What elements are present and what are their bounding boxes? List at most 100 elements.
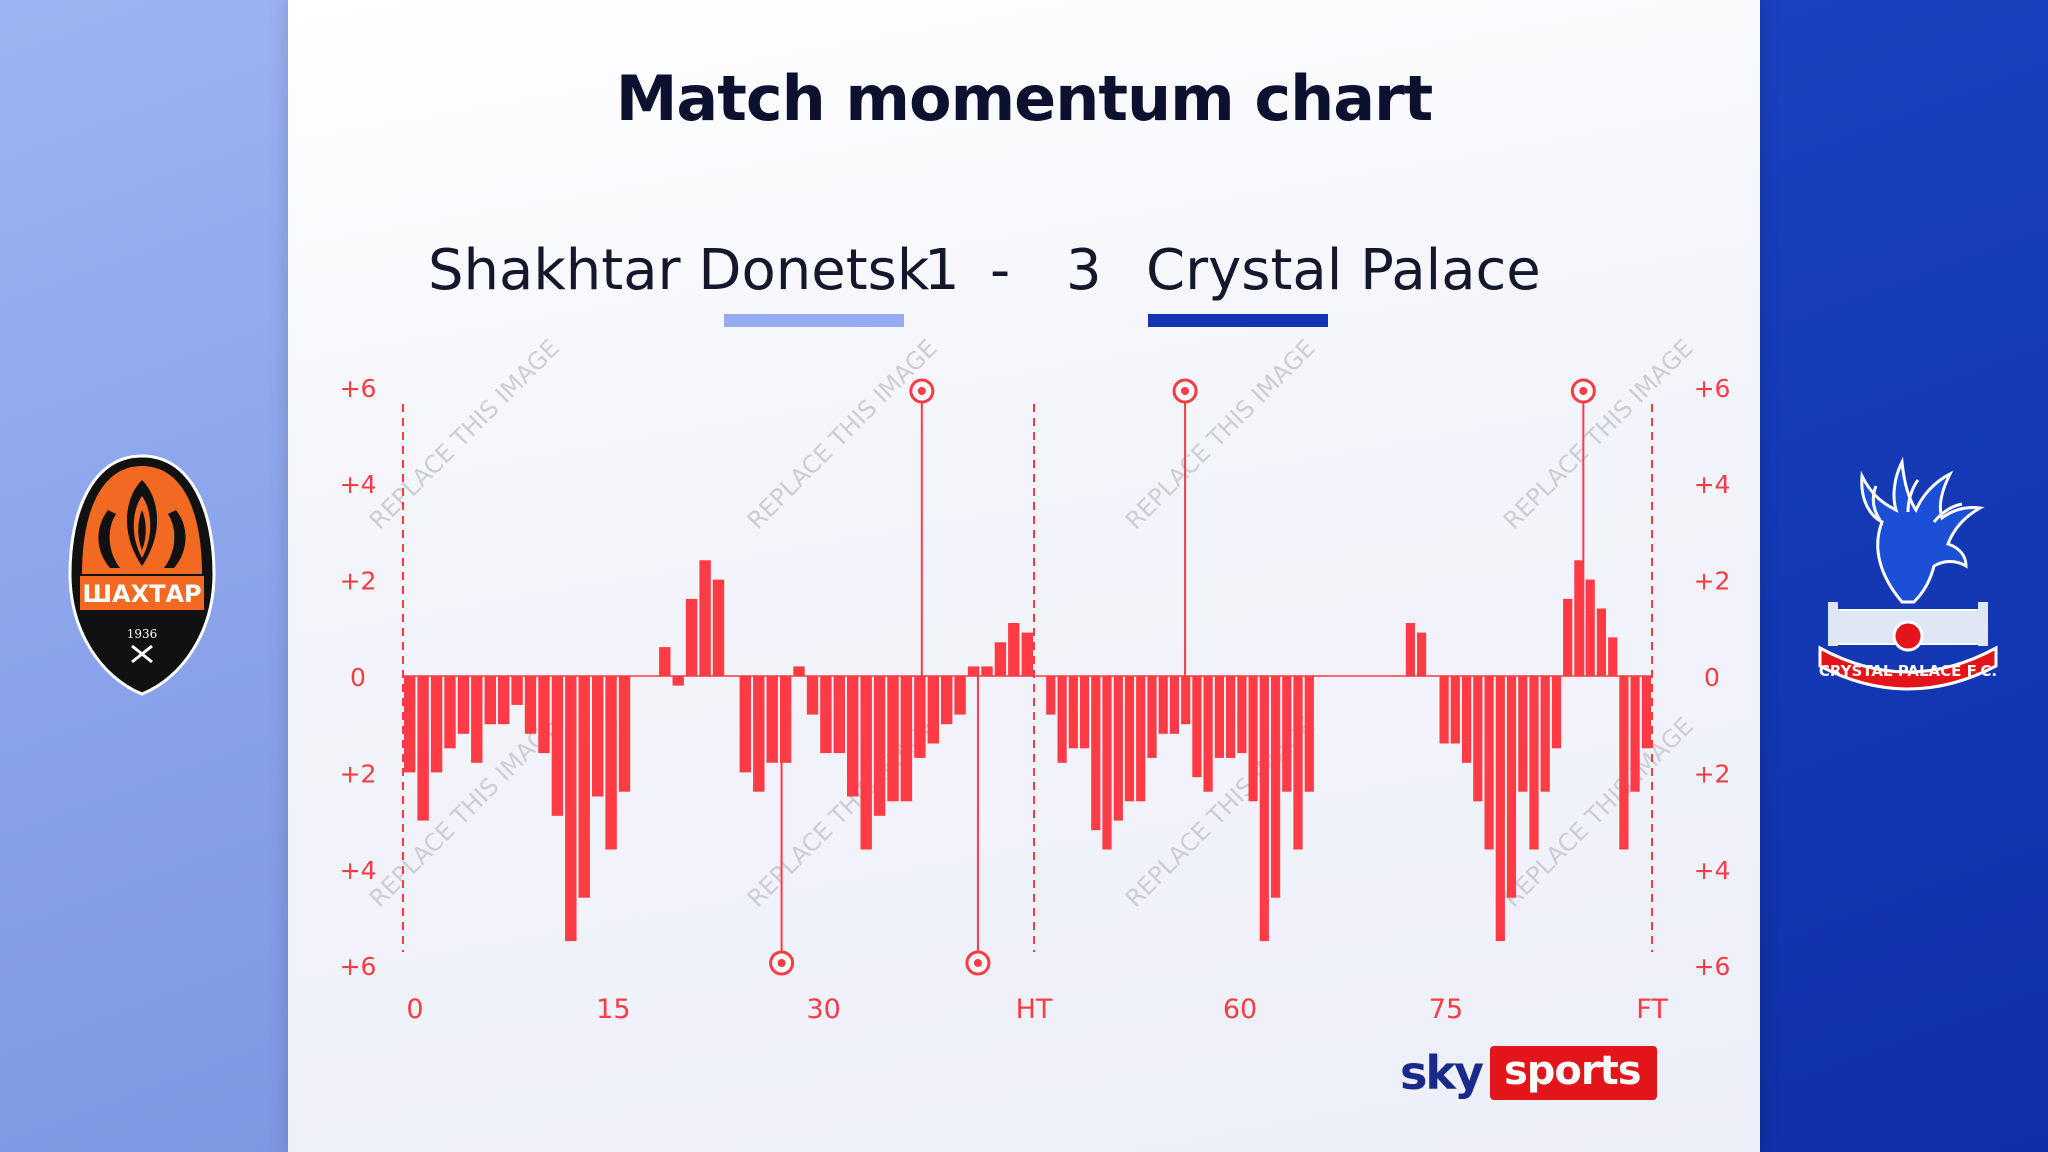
second-half-bar: [1181, 676, 1191, 725]
crystal-palace-crest-icon: CRYSTAL PALACE F.C.: [1818, 456, 1998, 691]
second-half-bar: [1203, 676, 1213, 792]
football-icon-panel: [917, 387, 926, 395]
first-half-bar: [860, 676, 872, 850]
first-half-bar: [511, 676, 523, 705]
first-half-bar: [753, 676, 765, 792]
away-team-name: Crystal Palace: [1146, 238, 1541, 303]
first-half-bar: [672, 676, 684, 686]
x-tick-label: 30: [806, 994, 840, 1025]
first-half-bar: [941, 676, 953, 725]
home-team-color-bar: [724, 314, 904, 327]
second-half-bar: [1574, 560, 1584, 676]
second-half-bar: [1271, 676, 1281, 898]
second-half-bar: [1641, 676, 1651, 749]
first-half-bar: [847, 676, 859, 797]
second-half-bar: [1259, 676, 1269, 942]
first-half-bar: [699, 560, 711, 676]
sky-sports-logo: sky sports: [1400, 1046, 1657, 1100]
home-team-name: Shakhtar Donetsk: [428, 238, 930, 303]
first-half-bar: [592, 676, 604, 797]
second-half-bar: [1596, 608, 1606, 676]
first-half-bar: [444, 676, 456, 749]
second-half-bar: [1450, 676, 1460, 744]
first-half-bar: [1008, 623, 1020, 676]
first-half-bar: [1021, 632, 1033, 676]
second-half-bar: [1237, 676, 1247, 754]
home-score: 1: [924, 238, 960, 303]
x-tick-label: 75: [1429, 994, 1463, 1025]
second-half-bar: [1136, 676, 1146, 802]
second-half-bar: [1585, 579, 1595, 676]
first-half-bar: [471, 676, 483, 763]
second-half-bar: [1124, 676, 1135, 802]
watermark-text: REPLACE THIS IMAGE: [1498, 712, 1699, 913]
second-half-bar: [1192, 676, 1202, 778]
first-half-bar: [806, 676, 819, 715]
first-half-bar: [578, 676, 590, 898]
second-half-bar: [1495, 676, 1505, 942]
second-half-bar: [1518, 676, 1528, 792]
sports-logo-text: sports: [1489, 1046, 1657, 1100]
second-half-bar: [1608, 637, 1618, 676]
x-tick-label: FT: [1636, 994, 1668, 1025]
y-tick-label-right: +2: [1694, 567, 1731, 596]
watermark-text: REPLACE THIS IMAGE: [742, 334, 943, 535]
second-half-bar: [1405, 623, 1415, 676]
watermark-text: REPLACE THIS IMAGE: [1498, 334, 1699, 535]
first-half-bar: [820, 676, 832, 754]
second-half-bar: [1057, 676, 1067, 763]
second-half-bar: [1248, 676, 1258, 802]
second-half-bar: [1282, 676, 1292, 792]
score-separator: -: [990, 238, 1011, 303]
first-half-bar: [685, 598, 698, 676]
page-title: Match momentum chart: [615, 62, 1434, 135]
y-tick-label-left: +2: [340, 759, 377, 788]
second-half-bar: [1079, 676, 1090, 749]
football-icon-panel: [1181, 387, 1190, 395]
shakhtar-crest-year: 1936: [127, 627, 158, 641]
y-tick-label-right: 0: [1704, 663, 1720, 692]
first-half-bar: [967, 666, 980, 676]
x-tick-label: 60: [1223, 994, 1257, 1025]
second-half-bar: [1630, 676, 1640, 792]
y-tick-label-right: +2: [1694, 759, 1731, 788]
first-half-bar: [739, 676, 751, 773]
away-team-color-bar: [1148, 314, 1328, 327]
first-half-bar: [659, 647, 671, 676]
second-half-bar: [1304, 676, 1314, 792]
y-tick-label-right: +4: [1694, 856, 1731, 885]
second-half-bar: [1226, 676, 1236, 758]
y-tick-label-right: +4: [1694, 470, 1731, 499]
x-tick-label: 15: [596, 994, 630, 1025]
watermark-text: REPLACE THIS IMAGE: [364, 334, 565, 535]
first-half-bar: [618, 676, 631, 792]
first-half-bar: [498, 676, 510, 725]
second-half-bar: [1102, 676, 1112, 850]
second-half-bar: [1563, 598, 1573, 676]
first-half-bar: [605, 676, 617, 850]
x-tick-label: HT: [1016, 994, 1053, 1025]
second-half-bar: [1473, 676, 1483, 802]
first-half-bar: [430, 676, 443, 773]
second-half-bar: [1046, 676, 1056, 715]
first-half-bar: [927, 676, 939, 744]
second-half-bar: [1551, 676, 1562, 749]
first-half-bar: [833, 676, 845, 754]
first-half-bar: [538, 676, 550, 754]
football-icon-panel: [973, 959, 982, 967]
crystal-palace-crest-text: CRYSTAL PALACE F.C.: [1819, 662, 1997, 680]
first-half-bar: [484, 676, 496, 725]
y-tick-label-left: 0: [350, 663, 366, 692]
y-tick-label-left: +6: [340, 374, 377, 403]
first-half-bar: [457, 676, 470, 734]
first-half-bar: [712, 579, 725, 676]
second-half-bar: [1113, 676, 1123, 821]
first-half-bar: [404, 676, 416, 773]
first-half-bar: [873, 676, 886, 816]
second-half-bar: [1619, 676, 1629, 850]
second-half-bar: [1506, 676, 1517, 898]
first-half-bar: [766, 676, 778, 763]
first-half-bar: [565, 676, 577, 942]
first-half-bar: [914, 676, 926, 758]
